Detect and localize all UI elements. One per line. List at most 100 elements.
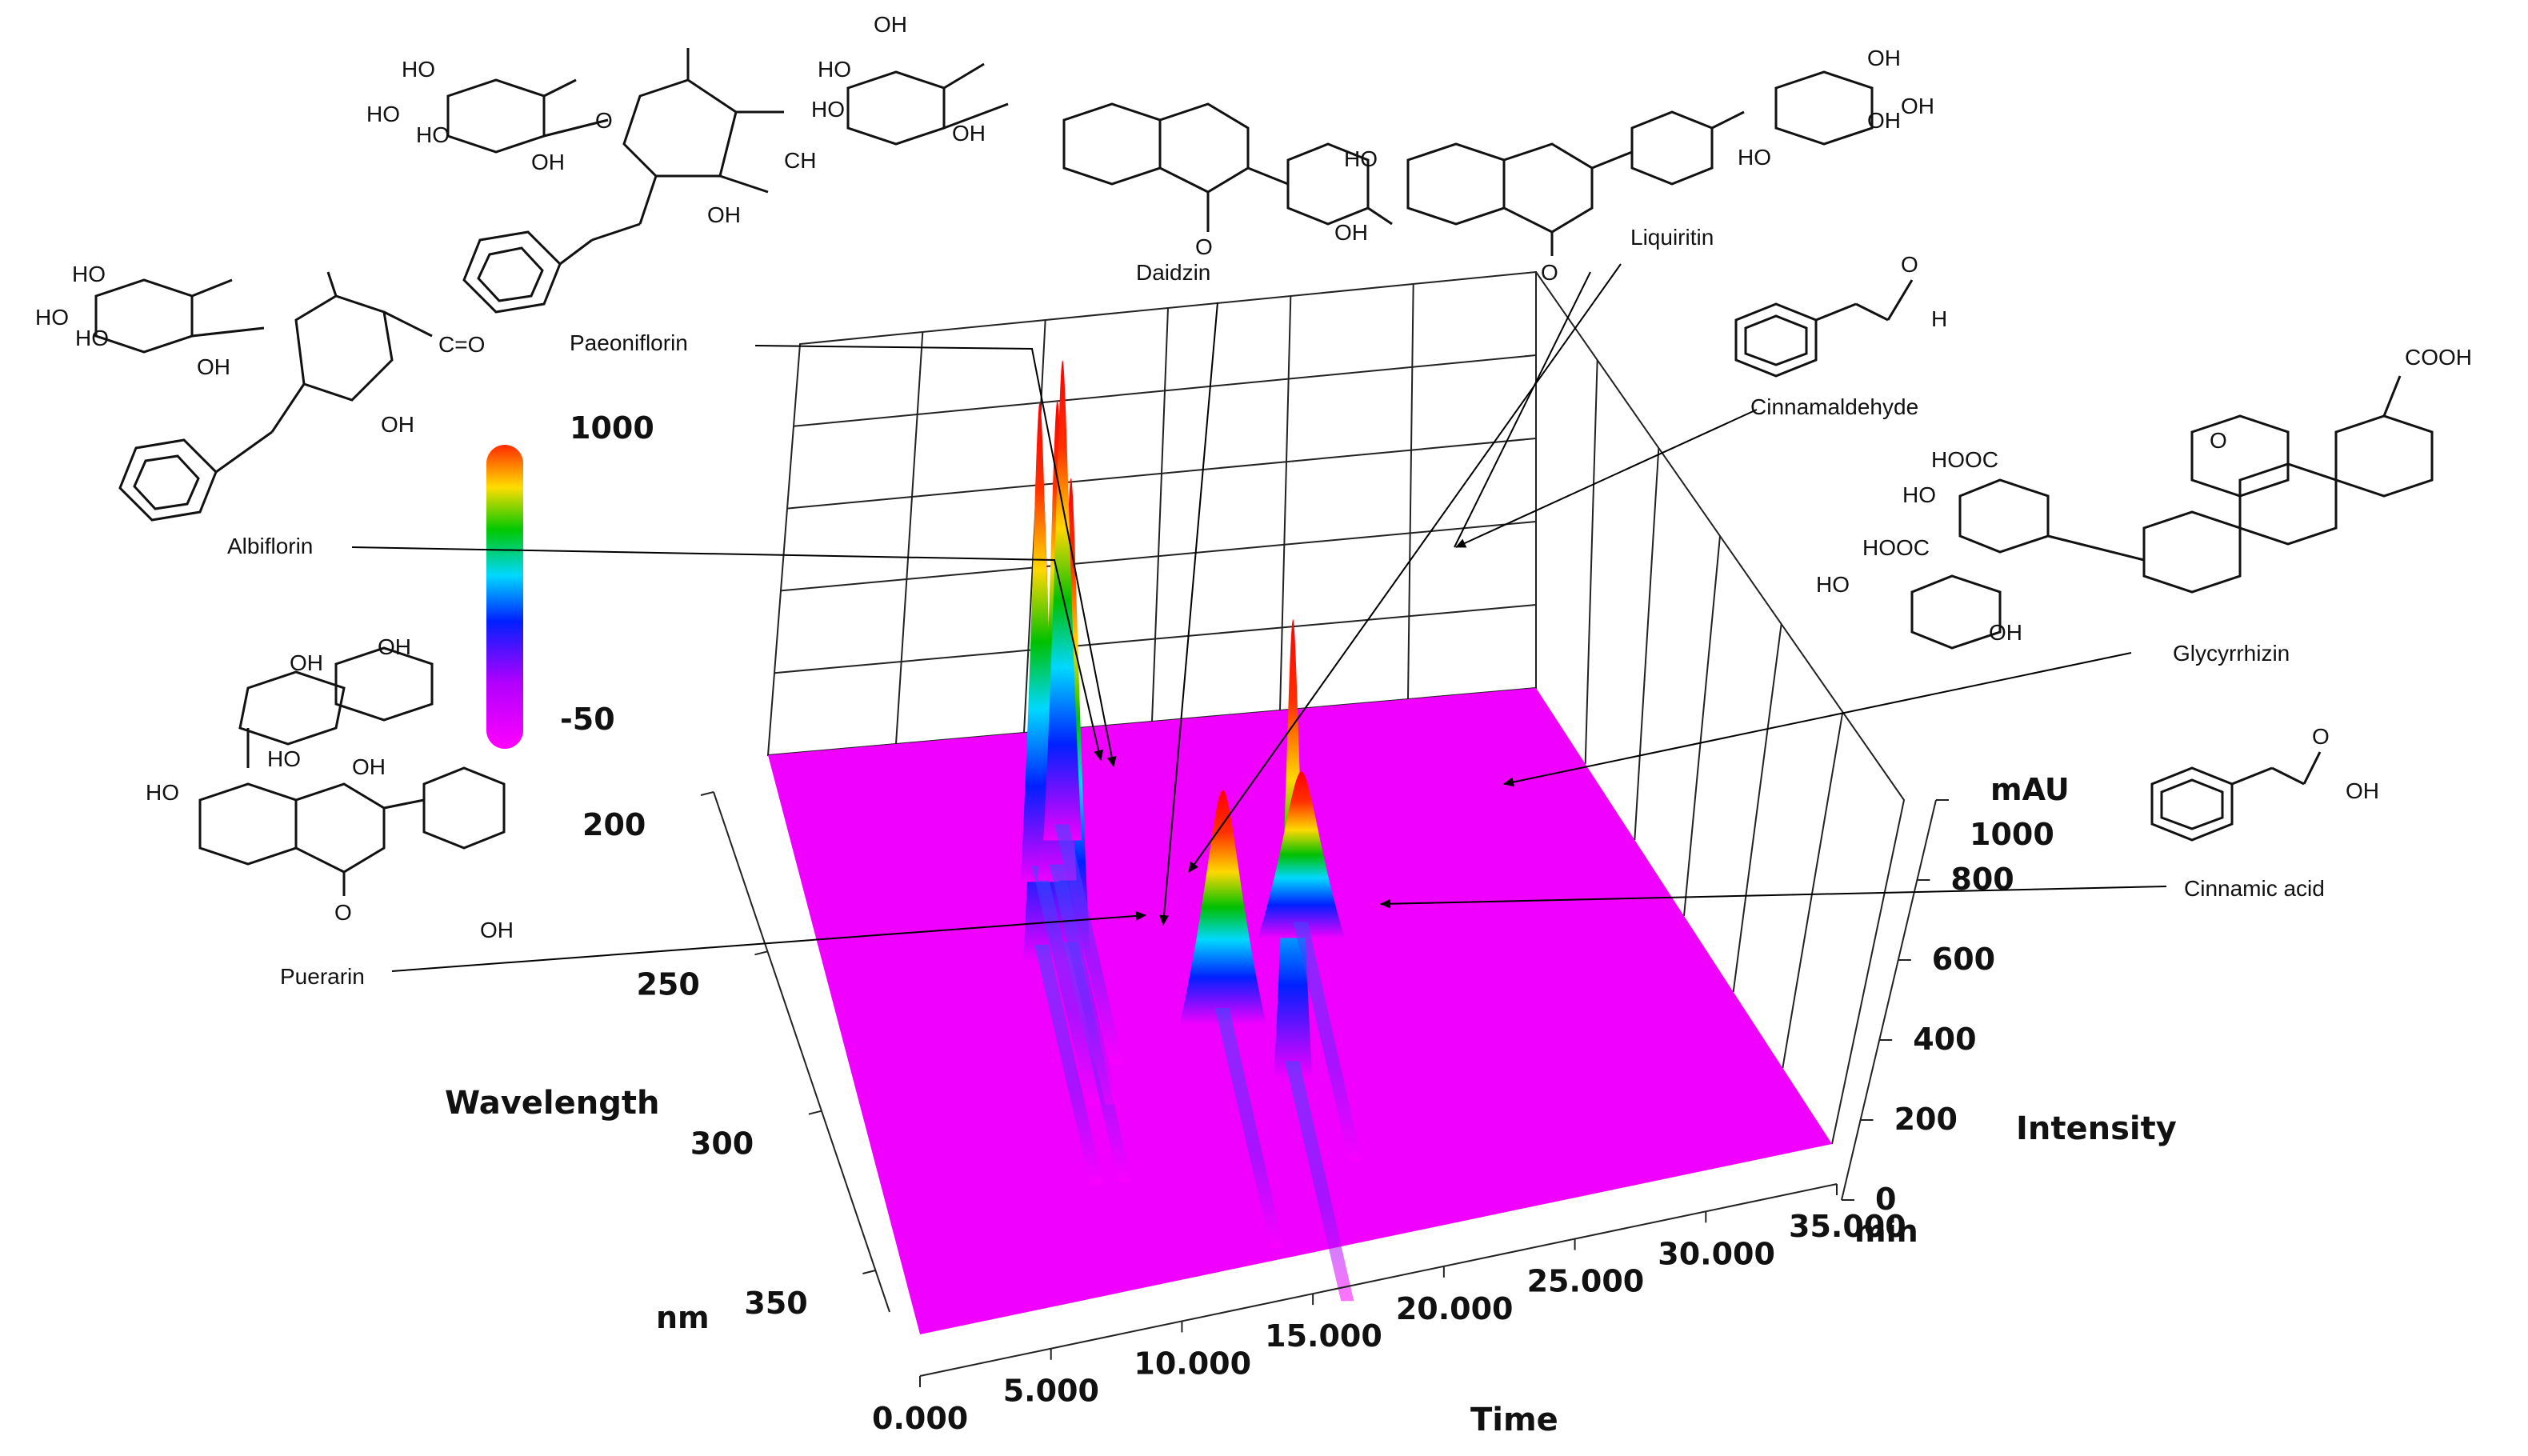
grid-line-h <box>780 521 1537 592</box>
atom-ho-12: HO <box>1816 572 1850 597</box>
atom-oh-3: OH <box>874 12 907 37</box>
wavelength-axis-line <box>713 791 890 1313</box>
intensity-tick-label: 200 <box>1894 1102 1958 1137</box>
atom-ho-2: HO <box>366 102 400 126</box>
atom-oh-14: OH <box>378 634 411 659</box>
wavelength-tick-label: 300 <box>690 1126 754 1162</box>
color-scale-bar <box>486 445 523 749</box>
axis-unit-time: min <box>1854 1214 1918 1249</box>
time-tick-label: 35.000 <box>1789 1209 1906 1244</box>
atom-c-o: C=O <box>438 332 485 357</box>
atom-ch-1: CH <box>784 148 816 173</box>
atom-o-5: O <box>2210 428 2227 453</box>
atom-oh-6: OH <box>1867 46 1901 70</box>
time-tick-label: 10.000 <box>1134 1346 1251 1381</box>
atom-ho-9: HO <box>35 305 69 330</box>
grid-line-side <box>1683 535 1721 917</box>
label-puerarin: Puerarin <box>280 964 365 989</box>
structure-liquiritin <box>1406 70 1874 256</box>
atom-oh-8: OH <box>1867 108 1901 133</box>
atom-ho-3: HO <box>416 122 450 147</box>
structure-cinnamaldehyde <box>1734 279 1914 378</box>
axis-unit-wavelength: nm <box>656 1300 710 1335</box>
plot-frame <box>766 270 1906 1145</box>
atom-oh-1: OH <box>531 150 565 174</box>
axis-title-time: Time <box>1470 1402 1558 1438</box>
grid-line-side <box>1732 623 1782 993</box>
label-daidzin: Daidzin <box>1136 260 1210 285</box>
grid-line-v <box>1151 307 1169 722</box>
atom-o-4: O <box>1901 252 1918 277</box>
atom-oh-5: OH <box>1334 220 1368 245</box>
wavelength-tick <box>754 950 768 956</box>
atom-oh-10: OH <box>381 412 414 437</box>
peak-cinnamic-acid <box>1179 790 1284 1248</box>
grid-line-h <box>793 354 1537 427</box>
structure-paeoniflorin <box>446 48 784 314</box>
atom-o-3: O <box>1541 260 1558 285</box>
atom-oh-11: OH <box>1989 620 2022 645</box>
time-axis-line <box>919 1183 1838 1377</box>
axes: 0.000 5.000 10.000 15.000 20.000 25.000 30.000… <box>582 791 2054 1436</box>
label-albiflorin: Albiflorin <box>227 534 313 558</box>
peak-glycyrrhizin <box>1258 771 1362 1162</box>
label-cinnamaldehyde: Cinnamaldehyde <box>1750 394 1918 419</box>
leader-daidzin <box>1159 302 1218 926</box>
atom-oh-7: OH <box>1901 94 1934 118</box>
atom-ho-5: HO <box>811 97 845 122</box>
leader-paeoniflorin <box>754 345 1117 767</box>
structure-albiflorin <box>94 271 433 522</box>
intensity-tick-label: 400 <box>1913 1022 1976 1057</box>
atom-ho-10: HO <box>75 326 109 350</box>
atom-hooc-2: HOOC <box>1862 535 1930 560</box>
atom-ho-13: HO <box>267 746 301 771</box>
intensity-tick-label: 0 <box>1875 1182 1896 1217</box>
atom-ho-4: HO <box>818 57 851 82</box>
atom-ho-14: HO <box>146 780 179 805</box>
intensity-tick-label: 600 <box>1932 942 1995 977</box>
grid-line-h <box>774 604 1537 674</box>
grid-line-side <box>1634 447 1660 841</box>
leader-albiflorin <box>351 546 1104 761</box>
compound-annotations <box>351 263 2167 972</box>
leader-glycyrrhizin <box>1503 652 2132 787</box>
leader-puerarin <box>391 910 1146 972</box>
atom-oh-12: OH <box>2346 778 2379 803</box>
time-tick-label: 0.000 <box>872 1401 968 1436</box>
atom-o-6: O <box>2312 724 2330 749</box>
atom-oh-2: OH <box>707 202 741 227</box>
atom-ho-7: HO <box>1738 145 1771 170</box>
wavelength-tick <box>808 1110 822 1115</box>
atom-oh-16: OH <box>480 918 514 942</box>
atom-h-1: H <box>1931 306 1947 331</box>
wavelength-tick-label: 350 <box>744 1286 807 1321</box>
label-liquiritin: Liquiritin <box>1630 225 1714 250</box>
grid-line-side <box>1584 359 1598 765</box>
wavelength-tick <box>700 791 714 796</box>
axis-unit-intensity: mAU <box>1990 772 2070 807</box>
grid-line-h <box>786 438 1537 510</box>
atom-oh-4: OH <box>952 121 986 146</box>
peak-liquiritin <box>1043 360 1124 1065</box>
atom-oh-9: OH <box>197 354 230 379</box>
atom-hooc-1: HOOC <box>1931 447 1998 472</box>
peak-surfaces <box>1020 360 1362 1302</box>
grid-line-v <box>1407 283 1414 700</box>
colorbar-max-label: 1000 <box>570 410 654 446</box>
leader-liquiritin-2 <box>1454 271 1591 548</box>
atom-oh-13: OH <box>290 650 323 675</box>
leader-liquiritin <box>1188 263 1622 873</box>
grid-line-side <box>1782 711 1844 1069</box>
structure-puerarin <box>198 646 506 896</box>
intensity-axis-line <box>1841 799 1937 1201</box>
wavelength-tick-label: 250 <box>636 966 699 1002</box>
structure-glycyrrhizin <box>1910 375 2434 650</box>
time-tick-label: 20.000 <box>1396 1291 1514 1326</box>
atom-cooh: COOH <box>2405 345 2472 370</box>
structure-cinnamic-acid <box>2150 751 2322 842</box>
atom-o-7: O <box>334 900 352 925</box>
label-cinnamic-acid: Cinnamic acid <box>2184 876 2325 901</box>
intensity-tick-label: 1000 <box>1970 817 2054 852</box>
wavelength-tick-label: 200 <box>582 807 646 842</box>
